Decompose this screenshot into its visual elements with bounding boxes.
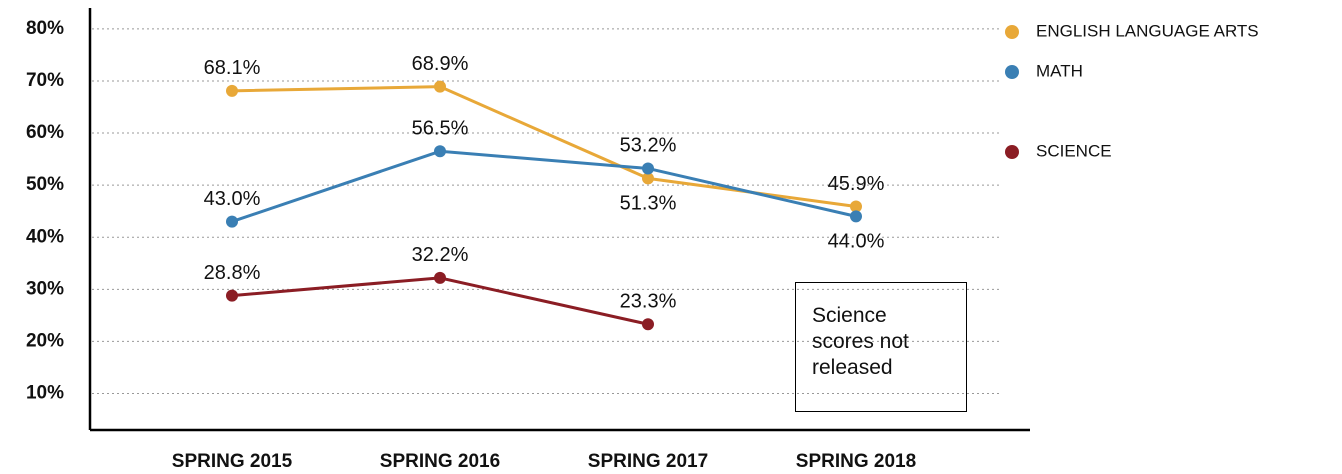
legend-label: SCIENCE	[1036, 141, 1112, 160]
data-label: 23.3%	[620, 291, 677, 313]
annotation: Science scores not released	[795, 282, 967, 412]
legend-label: MATH	[1036, 61, 1083, 80]
data-point	[850, 210, 862, 223]
data-label: 53.2%	[620, 135, 677, 157]
y-tick-label: 70%	[26, 70, 64, 91]
data-label: 43.0%	[204, 188, 261, 210]
x-tick-label: SPRING 2016	[380, 451, 500, 472]
data-point	[642, 318, 654, 331]
y-tick-label: 40%	[26, 226, 64, 247]
x-tick-label: SPRING 2015	[172, 451, 293, 472]
data-label: 44.0%	[828, 231, 885, 253]
y-tick-label: 30%	[26, 278, 64, 299]
data-label: 68.1%	[204, 57, 261, 79]
data-label: 56.5%	[412, 118, 469, 140]
series-line	[231, 276, 649, 326]
data-point	[226, 215, 238, 228]
legend-marker	[1005, 25, 1019, 39]
legend-marker	[1005, 145, 1019, 159]
data-point	[434, 271, 446, 284]
y-tick-label: 80%	[26, 18, 64, 39]
data-label: 32.2%	[412, 244, 469, 266]
data-point	[850, 200, 862, 213]
y-tick-label: 10%	[26, 383, 64, 404]
data-point	[642, 162, 654, 175]
x-tick-label: SPRING 2017	[588, 451, 708, 472]
data-point	[226, 84, 238, 97]
data-point	[642, 172, 654, 185]
data-label: 68.9%	[412, 53, 469, 75]
legend-marker	[1005, 65, 1019, 79]
x-tick-label: SPRING 2018	[796, 451, 916, 472]
data-point	[226, 289, 238, 302]
data-point	[434, 80, 446, 93]
data-label: 28.8%	[204, 262, 261, 284]
data-label: 51.3%	[620, 193, 677, 215]
data-label: 45.9%	[828, 173, 885, 195]
y-tick-label: 60%	[26, 122, 64, 143]
series-line	[231, 149, 857, 224]
y-tick-label: 50%	[26, 174, 64, 195]
y-tick-label: 20%	[26, 330, 64, 351]
legend-label: ENGLISH LANGUAGE ARTS	[1036, 21, 1259, 40]
data-point	[434, 145, 446, 158]
